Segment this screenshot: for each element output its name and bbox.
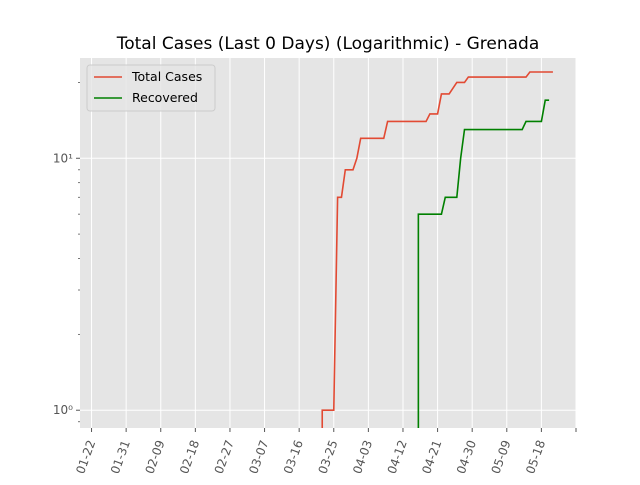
x-tick-label: 05-18 <box>523 438 548 476</box>
x-tick-label: 03-16 <box>281 438 306 476</box>
x-tick-label: 04-30 <box>454 438 479 476</box>
legend: Total Cases Recovered <box>86 64 216 112</box>
y-tick-label: 10¹ <box>53 151 73 165</box>
y-tick-label: 10⁰ <box>53 403 73 417</box>
x-tick-label: 02-09 <box>142 438 167 476</box>
legend-label: Recovered <box>132 90 198 105</box>
x-tick-label: 03-07 <box>246 438 271 476</box>
x-tick-label: 03-25 <box>316 438 341 476</box>
x-tick-label: 04-03 <box>350 438 375 476</box>
series-line <box>417 99 550 428</box>
series-line <box>321 71 553 428</box>
x-tick-label: 01-22 <box>73 438 98 476</box>
x-tick-label: 02-18 <box>177 438 202 476</box>
legend-label: Total Cases <box>131 69 202 84</box>
x-tick-label: 05-09 <box>489 438 514 476</box>
x-axis: 01-22 01-31 02-09 02-18 02-27 03-07 03-16 03-25… <box>73 428 577 476</box>
series-layer <box>321 71 553 428</box>
chart-title: Total Cases (Last 0 Days) (Logarithmic) … <box>116 34 540 54</box>
y-axis: 10⁰ 10¹ <box>53 82 80 423</box>
x-tick-label: 04-21 <box>419 438 444 476</box>
grid <box>80 58 577 428</box>
x-tick-label: 01-31 <box>108 438 133 476</box>
x-tick-label: 04-12 <box>385 438 410 476</box>
x-tick-label: 02-27 <box>212 438 237 476</box>
plot-area <box>80 58 576 428</box>
